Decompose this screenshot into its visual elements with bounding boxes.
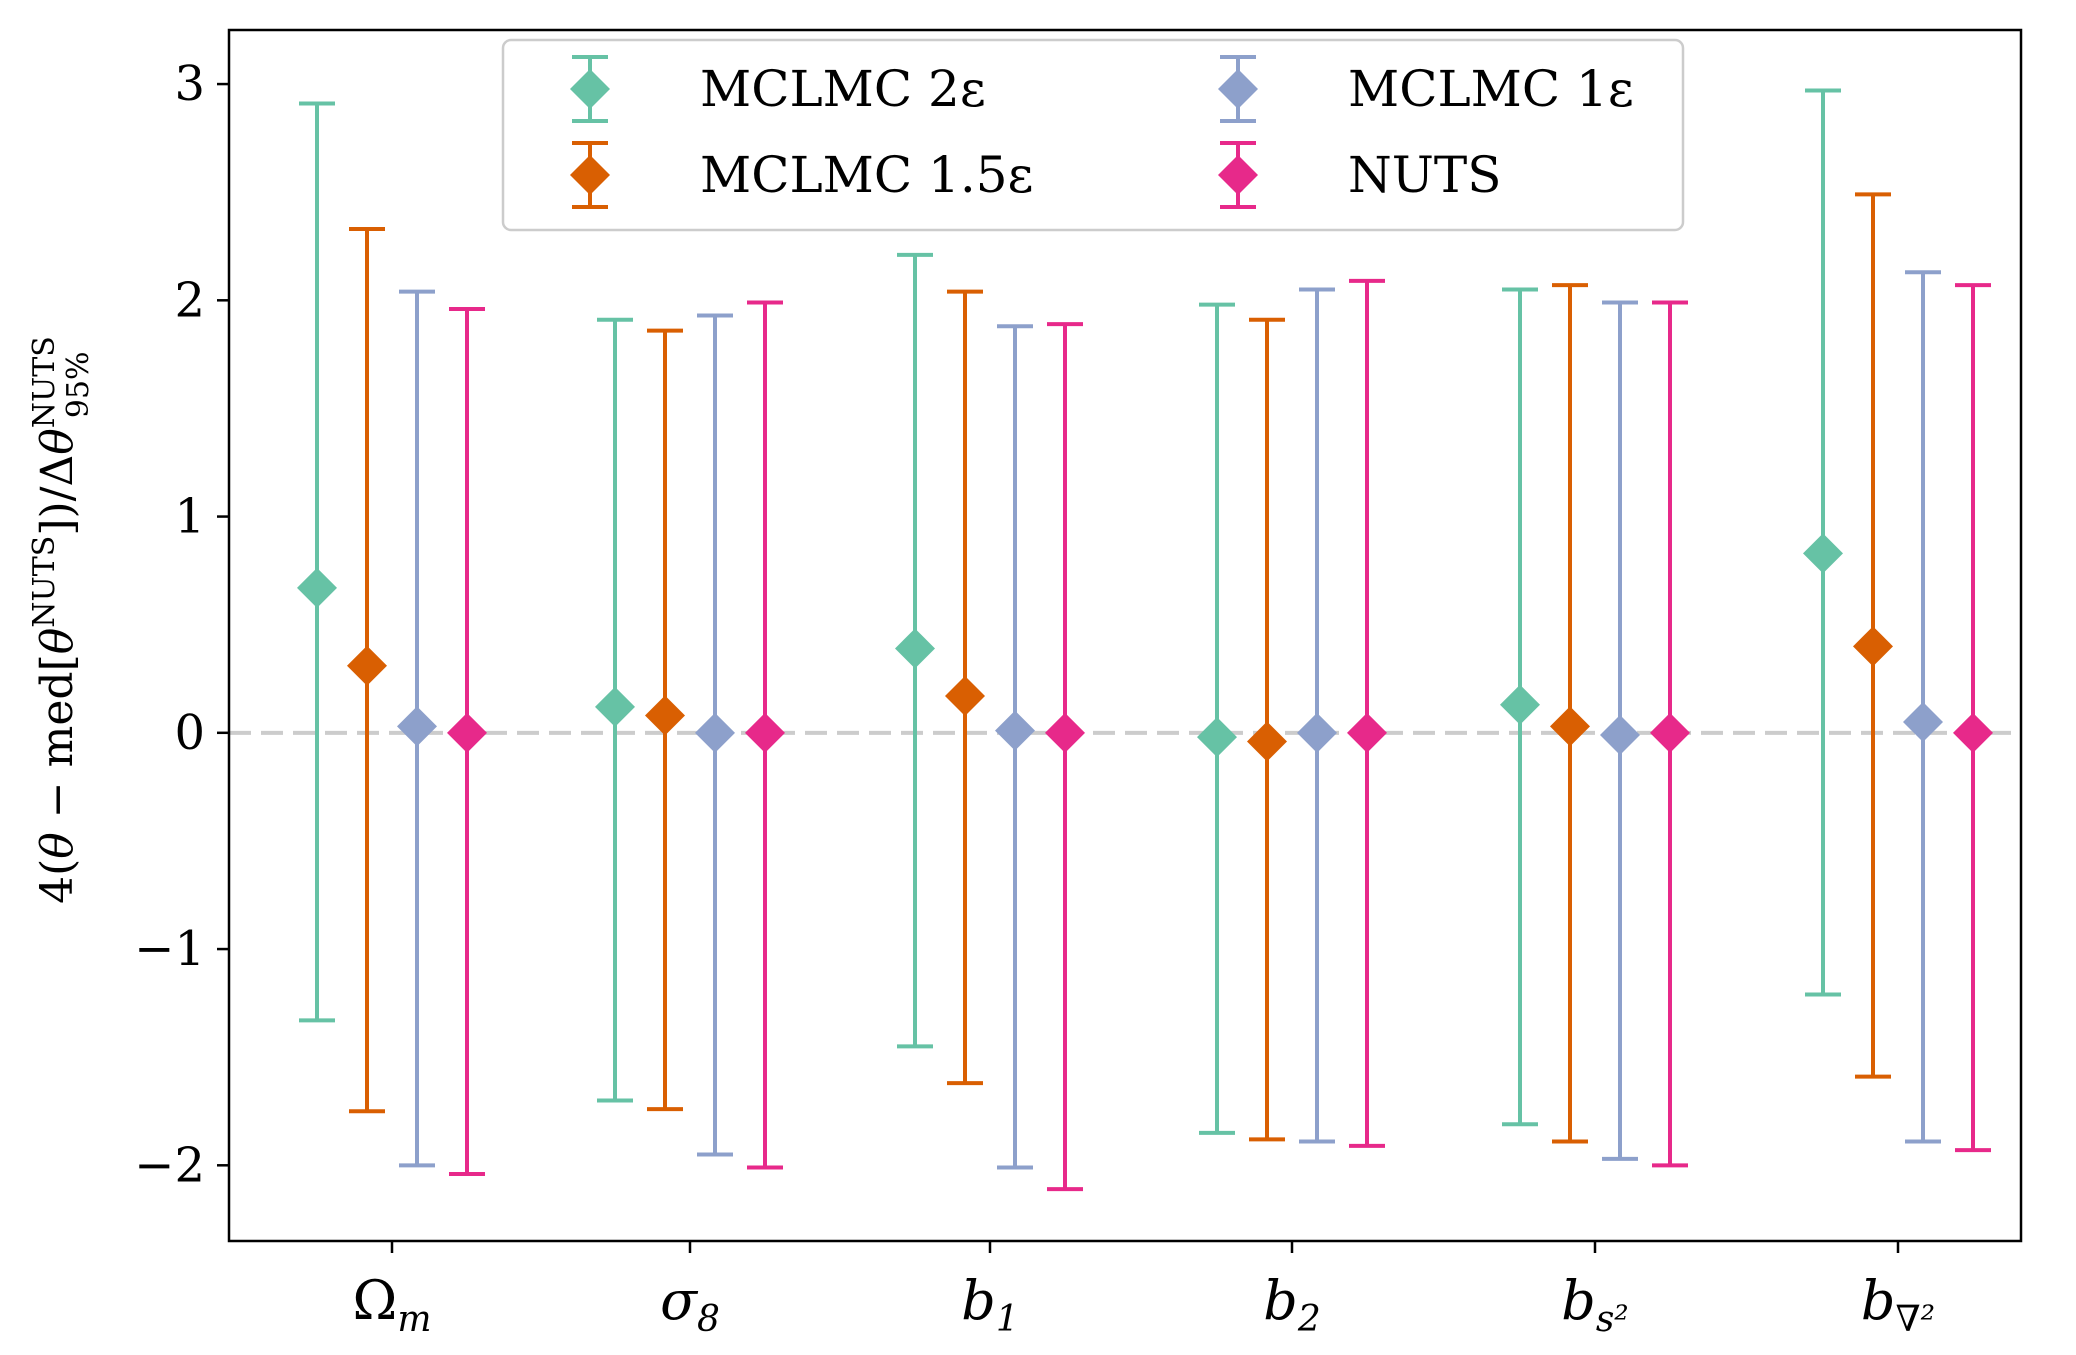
median-marker — [1297, 712, 1337, 753]
median-marker — [1347, 712, 1387, 753]
median-marker — [1247, 721, 1287, 762]
y-tick-label: −1 — [134, 921, 205, 977]
y-tick-label: 2 — [174, 272, 205, 328]
legend-label: MCLMC 2ε — [700, 60, 986, 118]
median-marker — [1953, 712, 1993, 753]
series-1 — [297, 88, 1843, 1135]
plot-frame — [227, 28, 2023, 1243]
median-marker — [1803, 533, 1843, 574]
legend-item: MCLMC 1.5ε — [570, 141, 1033, 209]
median-marker — [347, 645, 387, 686]
median-marker — [895, 628, 935, 669]
median-marker — [1197, 717, 1237, 758]
y-axis-label: 4(θ − med[θNUTS])/ΔθNUTS95% — [27, 336, 96, 904]
legend-marker — [1218, 69, 1258, 109]
median-marker — [447, 712, 487, 753]
median-marker — [1853, 626, 1893, 667]
series-3 — [397, 270, 1943, 1170]
legend-label: MCLMC 1ε — [1348, 60, 1634, 118]
median-marker — [1903, 702, 1943, 742]
x-tick-label: b1 — [961, 1269, 1018, 1340]
x-tick-label: b∇² — [1861, 1269, 1935, 1340]
legend-marker — [1218, 155, 1258, 195]
median-marker — [945, 676, 985, 717]
y-tick-label: 1 — [174, 489, 205, 545]
median-marker — [645, 695, 685, 736]
median-marker — [1500, 684, 1540, 725]
series-2 — [347, 192, 1893, 1144]
legend-marker — [570, 155, 610, 195]
median-marker — [397, 706, 437, 747]
y-axis-label-group: 4(θ − med[θNUTS])/ΔθNUTS95% — [27, 336, 96, 904]
legend: MCLMC 2ε MCLMC 1ε MCLMC 1.5ε NUTS — [501, 38, 1685, 232]
legend-box — [501, 38, 1685, 232]
y-tick-label: −2 — [134, 1137, 205, 1193]
legend-item: MCLMC 1ε — [1218, 55, 1634, 123]
legend-label: MCLMC 1.5ε — [700, 146, 1033, 204]
median-marker — [1045, 712, 1085, 753]
median-marker — [745, 712, 785, 753]
y-axis: 3 2 1 0 −1 −2 — [134, 56, 229, 1193]
plot-area — [229, 30, 2021, 1241]
median-marker — [297, 567, 337, 608]
legend-label: NUTS — [1348, 146, 1502, 204]
x-tick-label: b2 — [1263, 1269, 1320, 1340]
series-4 — [447, 278, 1993, 1192]
x-tick-label: σ8 — [660, 1269, 720, 1340]
median-marker — [695, 712, 735, 753]
x-axis: Ωm σ8 b1 b2 bs² b∇² — [353, 1241, 1935, 1340]
median-marker — [995, 710, 1035, 751]
legend-marker — [570, 69, 610, 109]
legend-item: NUTS — [1218, 141, 1502, 209]
y-tick-label: 0 — [174, 705, 205, 761]
y-tick-label: 3 — [174, 56, 205, 112]
median-marker — [1600, 714, 1640, 755]
x-tick-label: Ωm — [353, 1269, 432, 1340]
series-group — [297, 88, 1993, 1192]
x-tick-label: bs² — [1561, 1269, 1628, 1340]
median-marker — [595, 686, 635, 727]
median-marker — [1550, 706, 1590, 747]
legend-item: MCLMC 2ε — [570, 55, 986, 123]
median-marker — [1650, 712, 1690, 753]
